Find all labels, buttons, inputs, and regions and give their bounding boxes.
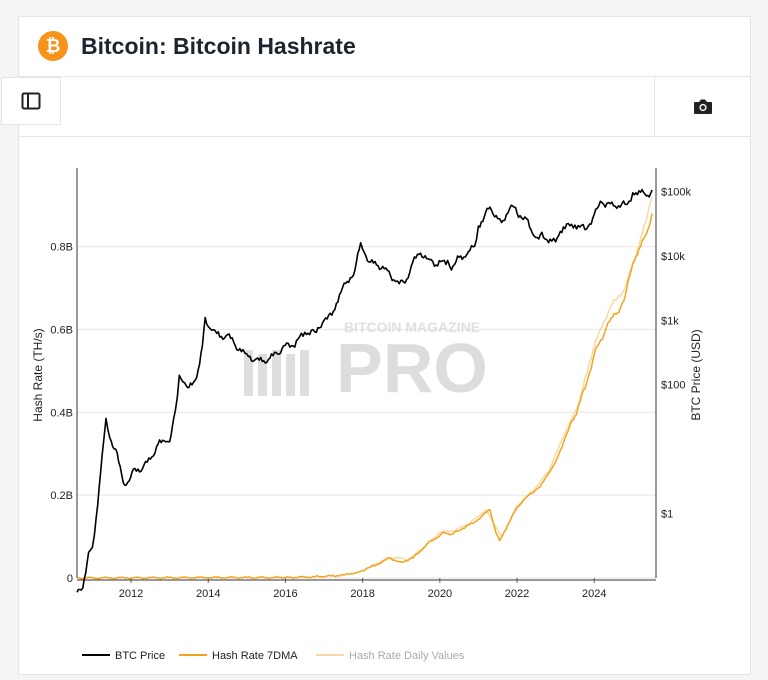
right-tick-label: $100 xyxy=(661,380,685,392)
camera-icon xyxy=(693,99,712,114)
legend-item-label: Hash Rate Daily Values xyxy=(349,650,465,662)
sidebar-toggle-button[interactable] xyxy=(1,77,61,125)
right-tick-label: $100k xyxy=(661,186,691,198)
watermark-bar xyxy=(244,350,253,396)
watermark-top-text: BITCOIN MAGAZINE xyxy=(344,319,480,335)
watermark-bar xyxy=(258,354,267,396)
legend-item-label: BTC Price xyxy=(115,650,165,662)
right-axis-title: BTC Price (USD) xyxy=(689,329,703,420)
chart-toolbar xyxy=(1,77,750,137)
chart-area: 0 0.2B 0.4B 0.6B 0.8B $1 $100 $1k $10k $100k 2012 2… xyxy=(0,136,750,675)
right-tick-label: $1 xyxy=(661,509,673,521)
x-tick-label: 2018 xyxy=(350,588,374,600)
left-tick-label: 0.6B xyxy=(50,324,73,336)
bitcoin-icon: ₿ xyxy=(38,31,68,61)
right-tick-label: $10k xyxy=(661,251,685,263)
left-tick-label: 0 xyxy=(67,573,73,585)
left-tick-label: 0.8B xyxy=(50,242,73,254)
bitcoin-logo-glyph: ₿ xyxy=(45,35,61,56)
watermark-main-text: PRO xyxy=(336,329,488,407)
left-tick-label: 0.2B xyxy=(50,490,73,502)
screenshot-button[interactable] xyxy=(654,77,750,136)
left-axis-title: Hash Rate (TH/s) xyxy=(31,328,45,421)
legend-item-label: Hash Rate 7DMA xyxy=(212,650,298,662)
x-tick-label: 2024 xyxy=(582,588,606,600)
series-line-hash-rate-7dma xyxy=(76,213,653,580)
card-header: ₿ Bitcoin: Bitcoin Hashrate xyxy=(19,17,750,77)
hashrate-chart: 0 0.2B 0.4B 0.6B 0.8B $1 $100 $1k $10k $100k 2012 2… xyxy=(31,168,703,662)
x-tick-label: 2016 xyxy=(273,588,297,600)
chart-card: ₿ Bitcoin: Bitcoin Hashrate xyxy=(1,16,751,675)
x-tick-label: 2020 xyxy=(428,588,452,600)
watermark-bar xyxy=(300,350,309,396)
right-tick-label: $1k xyxy=(661,315,679,327)
left-tick-label: 0.4B xyxy=(50,407,73,419)
series-line-btc-price xyxy=(76,188,653,593)
x-tick-label: 2012 xyxy=(119,588,143,600)
sidebar-toggle-icon xyxy=(21,92,41,110)
watermark-bar xyxy=(286,354,295,396)
page-title: Bitcoin: Bitcoin Hashrate xyxy=(81,33,356,59)
x-tick-label: 2014 xyxy=(196,588,220,600)
x-tick-label: 2022 xyxy=(505,588,529,600)
watermark-bar xyxy=(272,350,281,396)
